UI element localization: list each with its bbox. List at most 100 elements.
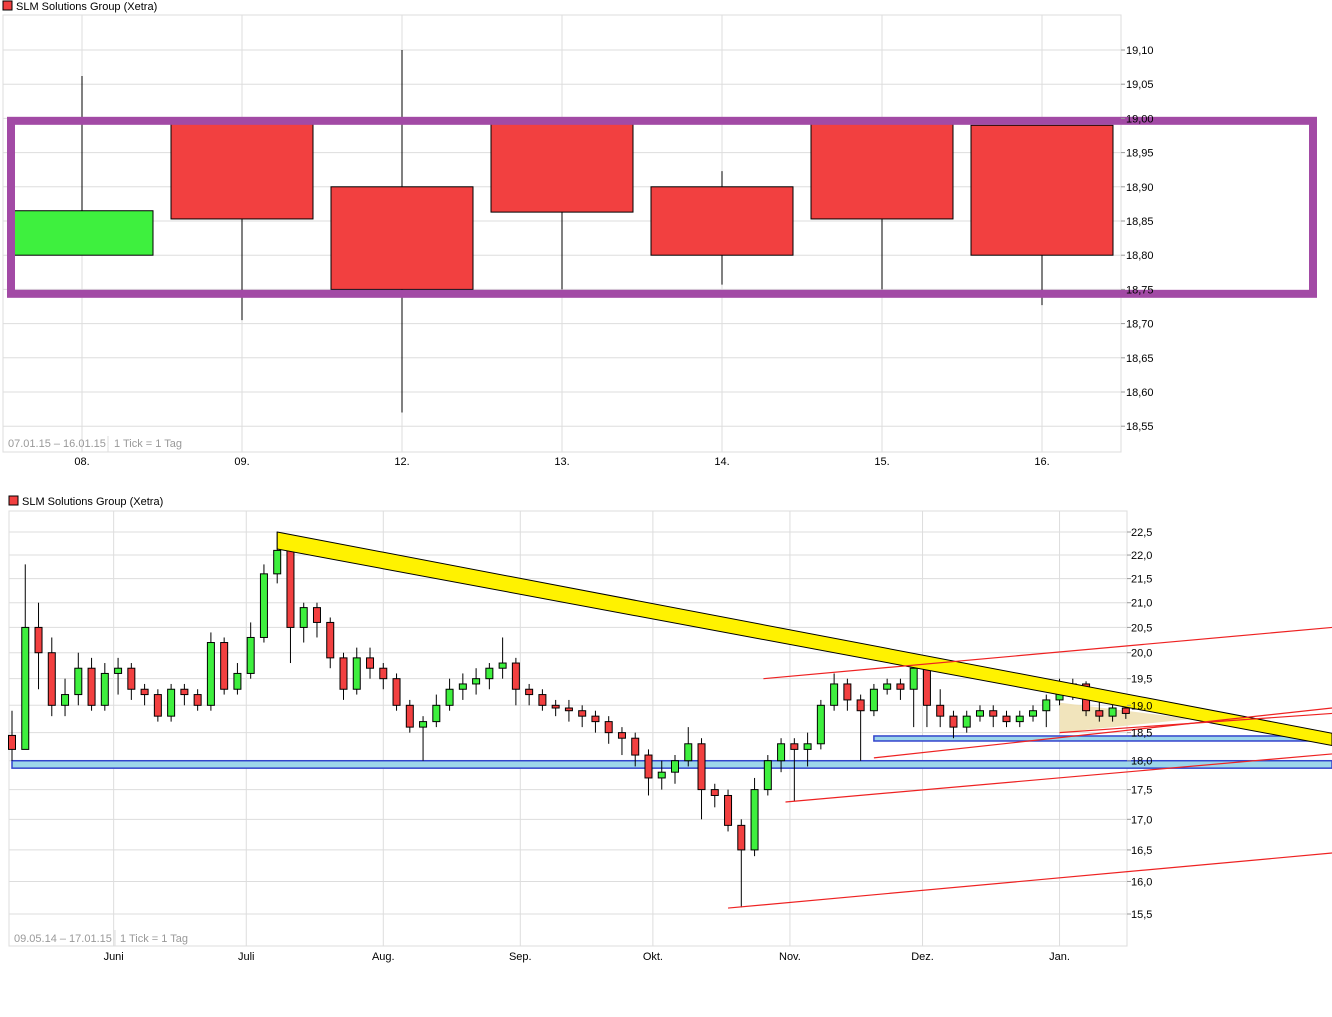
x-tick-label: 14. — [714, 456, 729, 468]
candle-body — [486, 668, 493, 678]
y-tick-label: 18,55 — [1126, 421, 1154, 433]
candle — [764, 755, 771, 795]
candle-body — [870, 689, 877, 710]
x-tick-label: Juli — [238, 951, 255, 963]
x-tick-label: Jan. — [1049, 951, 1070, 963]
tick-label: 1 Tick = 1 Tag — [114, 438, 182, 450]
candle-body — [1016, 716, 1023, 721]
candle — [393, 673, 400, 710]
y-tick-label: 18,70 — [1126, 319, 1154, 331]
candle-body — [725, 795, 732, 825]
candle-body — [353, 658, 360, 689]
chart-title: SLM Solutions Group (Xetra) — [16, 1, 157, 13]
x-tick-label: 08. — [74, 456, 89, 468]
candle-body — [327, 622, 334, 657]
x-tick-label: 13. — [554, 456, 569, 468]
candle-body — [971, 125, 1113, 255]
candle-body — [817, 705, 824, 743]
candle-body — [300, 608, 307, 628]
candle-body — [1109, 708, 1116, 716]
candle-body — [207, 643, 214, 706]
candle-body — [950, 716, 957, 727]
y-tick-label: 20,5 — [1131, 622, 1152, 634]
daily-chart-panel: SLM Solutions Group (Xetra) 18,55 18,60 18… — [3, 1, 1313, 468]
candle-body — [194, 695, 201, 706]
candle-body — [420, 722, 427, 727]
candle-body — [274, 550, 281, 573]
candle-body — [181, 689, 188, 694]
candle-body — [764, 761, 771, 790]
candle — [817, 700, 824, 749]
y-tick-label: 18,60 — [1126, 387, 1154, 399]
chart-title: SLM Solutions Group (Xetra) — [22, 496, 163, 508]
x-tick-label: Okt. — [643, 951, 663, 963]
y-tick-label: 15,5 — [1131, 909, 1152, 921]
candle-body — [22, 627, 29, 749]
y-tick-label: 21,0 — [1131, 598, 1152, 610]
y-tick-label: 18,95 — [1126, 148, 1154, 160]
candle-body — [751, 790, 758, 850]
candle-body — [685, 744, 692, 761]
candle-body — [499, 663, 506, 668]
x-tick-label: Dez. — [911, 951, 934, 963]
candle-body — [154, 695, 161, 717]
y-tick-label: 17,5 — [1131, 785, 1152, 797]
candle-body — [141, 689, 148, 694]
candle-body — [1122, 708, 1129, 713]
candle — [751, 778, 758, 856]
candle-body — [831, 684, 838, 705]
candle-body — [651, 187, 793, 255]
candle-body — [393, 679, 400, 706]
x-tick-label: Aug. — [372, 951, 395, 963]
candle-body — [1096, 711, 1103, 716]
y-tick-label: 22,0 — [1131, 550, 1152, 562]
candle-body — [433, 705, 440, 721]
y-tick-label: 22,5 — [1131, 527, 1152, 539]
candle-body — [672, 761, 679, 772]
y-tick-label: 17,0 — [1131, 814, 1152, 826]
tick-label: 1 Tick = 1 Tag — [120, 933, 188, 945]
y-tick-label: 18,85 — [1126, 216, 1154, 228]
candle-body — [884, 684, 891, 689]
candle-body — [367, 658, 374, 668]
candle — [207, 632, 214, 710]
candle-body — [565, 708, 572, 711]
candle-body — [1043, 700, 1050, 711]
candle-body — [897, 684, 904, 689]
candle-body — [579, 711, 586, 716]
candle-body — [9, 735, 16, 749]
y-tick-label: 18,65 — [1126, 353, 1154, 365]
candle-body — [446, 689, 453, 705]
candle — [260, 564, 267, 642]
candle-body — [115, 668, 122, 673]
candle-body — [101, 673, 108, 705]
candle-body — [234, 673, 241, 689]
candle-body — [331, 187, 473, 290]
x-tick-label: Juni — [104, 951, 124, 963]
candle — [221, 637, 228, 694]
x-tick-label: Sep. — [509, 951, 532, 963]
range-label: 09.05.14 – 17.01.15 — [14, 933, 112, 945]
y-tick-label: 19,10 — [1126, 45, 1154, 57]
candle-body — [221, 643, 228, 690]
candle-body — [923, 668, 930, 705]
y-tick-label: 18,90 — [1126, 182, 1154, 194]
y-tick-label: 20,0 — [1131, 648, 1152, 660]
x-tick-label: Nov. — [779, 951, 801, 963]
candle-body — [1030, 711, 1037, 716]
candle-body — [592, 716, 599, 721]
y-tick-label: 18,80 — [1126, 250, 1154, 262]
candle-body — [658, 772, 665, 778]
candle-body — [645, 755, 652, 778]
candle-body — [473, 679, 480, 684]
x-axis: Juni Juli Aug. Sep. Okt. Nov. Dez. Jan. — [104, 951, 1070, 963]
candle-body — [313, 608, 320, 623]
x-tick-label: 09. — [234, 456, 249, 468]
y-tick-label: 18,0 — [1131, 756, 1152, 768]
candle-body — [1003, 716, 1010, 721]
candle-body — [857, 700, 864, 711]
candle-body — [512, 663, 519, 689]
candle — [725, 790, 732, 832]
candle-body — [811, 118, 953, 219]
